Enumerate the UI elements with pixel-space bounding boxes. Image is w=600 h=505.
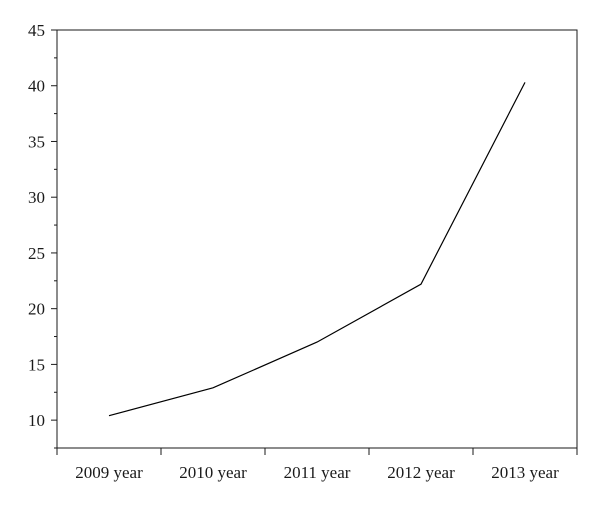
y-tick-label: 20: [28, 300, 45, 319]
x-tick-label: 2011 year: [284, 463, 351, 482]
x-tick-label: 2013 year: [491, 463, 559, 482]
x-tick-label: 2009 year: [75, 463, 143, 482]
plot-frame: [56, 29, 578, 449]
y-tick-label: 35: [28, 132, 45, 151]
x-tick-label: 2012 year: [387, 463, 455, 482]
x-tick-label: 2010 year: [179, 463, 247, 482]
y-tick-label: 30: [28, 188, 45, 207]
series-line: [108, 82, 526, 417]
y-tick-label: 45: [28, 21, 45, 40]
y-axis: 10 15 20 25 30 35 40 45: [28, 21, 57, 449]
y-tick-label: 15: [28, 355, 45, 374]
y-tick-label: 10: [28, 411, 45, 430]
x-axis: 2009 year 2010 year 2011 year 2012 year 2013…: [56, 448, 578, 482]
y-tick-label: 40: [28, 77, 45, 96]
y-tick-label: 25: [28, 244, 45, 263]
